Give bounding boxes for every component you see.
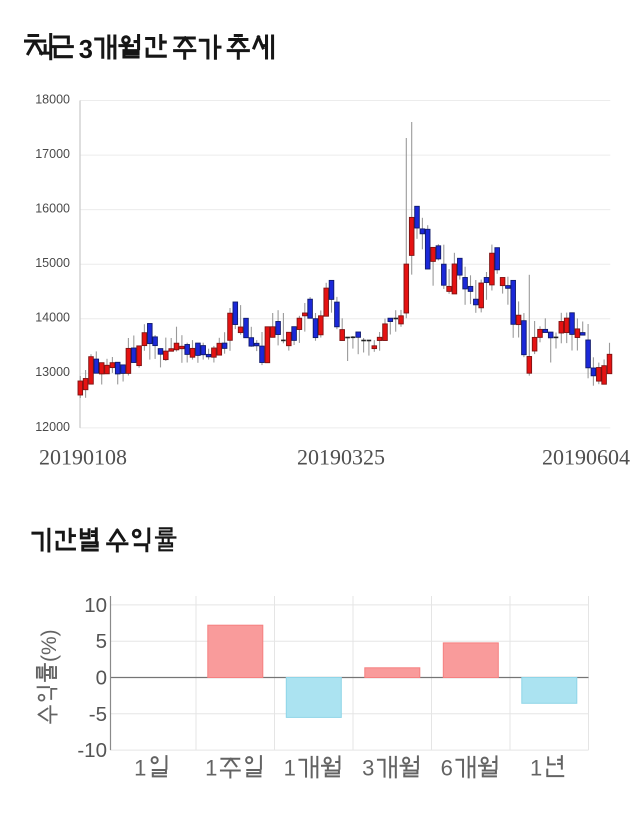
svg-text:14000: 14000 (35, 311, 70, 325)
svg-text:1: 1 (284, 756, 296, 781)
svg-text:10: 10 (84, 594, 107, 617)
svg-text:(%): (%) (38, 629, 61, 662)
svg-text:0: 0 (96, 667, 107, 690)
svg-text:5: 5 (96, 630, 107, 653)
svg-text:3: 3 (79, 36, 93, 64)
svg-text:20190325: 20190325 (297, 445, 385, 470)
svg-text:1: 1 (205, 756, 217, 781)
svg-text:1: 1 (530, 756, 542, 781)
svg-text:17000: 17000 (35, 147, 70, 161)
svg-text:16000: 16000 (35, 202, 70, 216)
svg-text:18000: 18000 (35, 92, 70, 106)
svg-text:-10: -10 (77, 739, 107, 762)
svg-text:6: 6 (441, 756, 453, 781)
svg-text:-5: -5 (89, 703, 107, 726)
svg-text:20190604: 20190604 (542, 445, 630, 470)
svg-text:20190108: 20190108 (39, 445, 127, 470)
svg-text:1: 1 (134, 756, 146, 781)
svg-text:15000: 15000 (35, 256, 70, 270)
svg-text:12000: 12000 (35, 420, 70, 434)
svg-text:13000: 13000 (35, 365, 70, 379)
svg-text:3: 3 (362, 756, 374, 781)
